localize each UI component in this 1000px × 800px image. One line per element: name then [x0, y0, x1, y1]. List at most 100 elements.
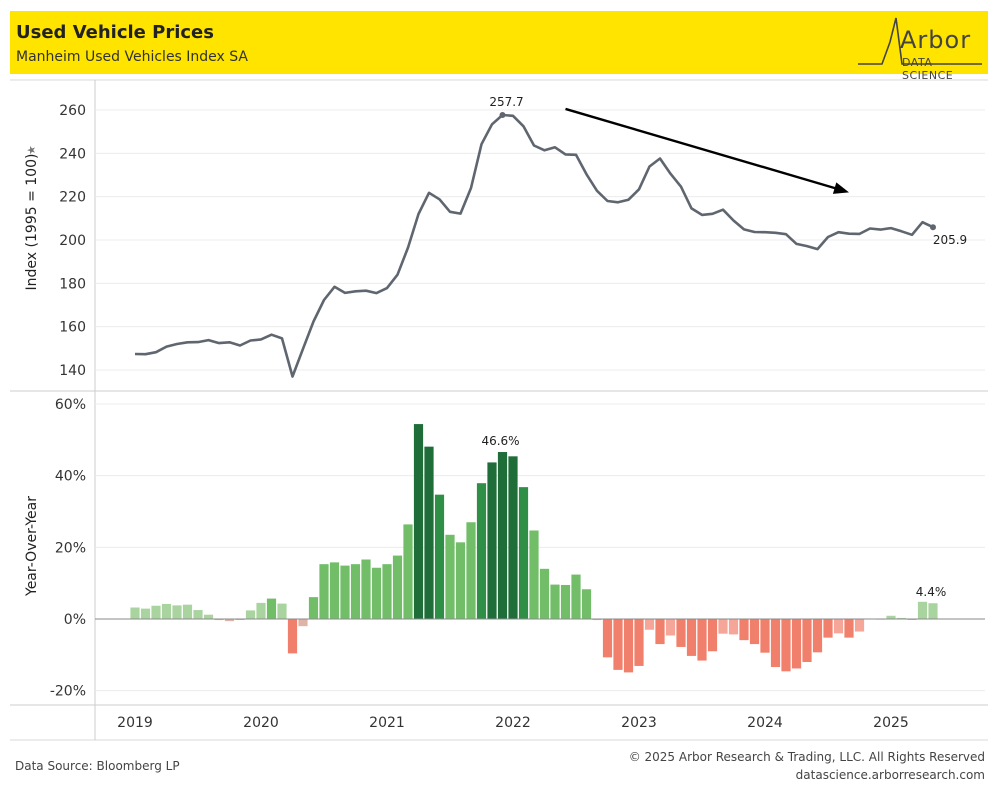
yoy-bar: [140, 608, 151, 619]
data-source: Data Source: Bloomberg LP: [15, 759, 180, 773]
yoy-bar: [613, 619, 623, 670]
x-tick-label: 2019: [117, 715, 153, 731]
yoy-bar: [371, 567, 382, 619]
x-tick-label: 2021: [369, 715, 405, 731]
yoy-bar: [182, 604, 193, 619]
copyright: © 2025 Arbor Research & Trading, LLC. Al…: [628, 750, 985, 764]
arbor-logo-mark: [858, 17, 982, 65]
yoy-bar: [686, 619, 697, 656]
yoy-bar: [193, 610, 203, 619]
yoy-bar: [319, 564, 329, 619]
yoy-bar: [214, 619, 224, 621]
yoy-bar: [130, 607, 140, 619]
yoy-bar: [560, 584, 571, 619]
yoy-bar: [571, 574, 581, 619]
yoy-bar: [676, 619, 686, 647]
header-banner: Used Vehicle Prices Manheim Used Vehicle…: [10, 11, 988, 82]
yoy-bar: [382, 564, 392, 619]
yoy-bar: [392, 555, 403, 619]
yoy-bar: [623, 619, 634, 673]
chart-subtitle: Manheim Used Vehicles Index SA: [16, 49, 249, 65]
yoy-bar: [644, 619, 655, 630]
yoy-bar: [602, 619, 613, 658]
index-data-label: 257.7: [489, 95, 523, 109]
yoy-bar: [245, 610, 256, 619]
yoy-bar: [823, 619, 833, 638]
yoy-bar: [434, 494, 445, 619]
yoy-bar: [917, 601, 928, 619]
yoy-bar: [844, 619, 854, 638]
y-tick-label-yoy: 60%: [55, 397, 86, 413]
yoy-bar: [539, 568, 550, 619]
yoy-bar: [707, 619, 718, 652]
yoy-bar: [350, 564, 361, 619]
yoy-bar: [518, 487, 529, 619]
yoy-bar: [455, 542, 466, 619]
yoy-bar: [445, 534, 455, 619]
yoy-bar: [739, 619, 749, 641]
yoy-bar: [424, 446, 434, 619]
index-data-label: 205.9: [933, 233, 967, 247]
yoy-bar: [266, 598, 277, 619]
y-tick-label-index: 260: [59, 103, 86, 119]
x-tick-label: 2020: [243, 715, 279, 731]
yoy-bar: [329, 562, 340, 619]
yoy-data-label: 46.6%: [481, 434, 519, 448]
yoy-bar: [592, 619, 602, 621]
y-tick-label-index: 140: [59, 363, 86, 379]
y-tick-label-yoy: -20%: [50, 684, 86, 700]
yoy-bar: [655, 619, 665, 645]
yoy-bar: [886, 615, 896, 619]
yoy-bar: [361, 559, 371, 619]
y-tick-label-index: 160: [59, 320, 86, 336]
y-tick-label-index: 240: [59, 146, 86, 162]
yoy-bar: [833, 619, 844, 634]
y-axis-label-yoy: Year-Over-Year: [24, 496, 40, 597]
yoy-bar: [791, 619, 802, 669]
yoy-bar: [466, 522, 476, 619]
logo-subtext: DATA SCIENCE: [902, 56, 954, 82]
yoy-data-label: 4.4%: [916, 585, 947, 599]
x-tick-label: 2025: [873, 715, 909, 731]
yoy-bar: [256, 602, 266, 620]
pin-icon: ★: [25, 145, 38, 155]
yoy-bar: [340, 565, 350, 619]
chart-title: Used Vehicle Prices: [16, 22, 214, 43]
yoy-bar: [413, 424, 424, 619]
x-tick-label: 2022: [495, 715, 531, 731]
yoy-bar: [550, 584, 560, 619]
yoy-bar: [896, 617, 907, 619]
y-axis-label-index: Index (1995 = 100): [24, 154, 40, 291]
website-link[interactable]: datascience.arborresearch.com: [795, 768, 985, 782]
trend-arrow-shaft: [565, 107, 838, 190]
yoy-bar: [749, 619, 760, 645]
logo-word: Arbor: [900, 26, 972, 54]
yoy-bar: [697, 619, 707, 661]
yoy-bar: [172, 605, 182, 619]
yoy-bar: [529, 530, 539, 619]
yoy-bar: [287, 619, 298, 654]
yoy-bar: [802, 619, 812, 662]
yoy-bar: [928, 603, 938, 619]
x-tick-label: 2023: [621, 715, 657, 731]
x-tick-label: 2024: [747, 715, 783, 731]
yoy-bar: [728, 619, 739, 635]
yoy-bar: [487, 462, 497, 619]
yoy-bar: [298, 619, 308, 627]
yoy-bar: [161, 603, 172, 619]
yoy-bar: [497, 452, 508, 619]
y-tick-label-yoy: 40%: [55, 469, 86, 485]
yoy-bar: [812, 619, 823, 653]
yoy-bar: [581, 589, 592, 619]
yoy-bar: [277, 603, 287, 619]
trend-arrow-head: [832, 182, 849, 194]
index-series-line: [134, 113, 934, 378]
yoy-bar: [718, 619, 728, 634]
yoy-bar: [151, 605, 161, 619]
y-tick-label-yoy: 0%: [64, 612, 86, 628]
y-tick-label-index: 180: [59, 276, 86, 292]
yoy-bar: [854, 619, 865, 632]
y-tick-label-index: 220: [59, 190, 86, 206]
yoy-bar: [203, 614, 214, 619]
